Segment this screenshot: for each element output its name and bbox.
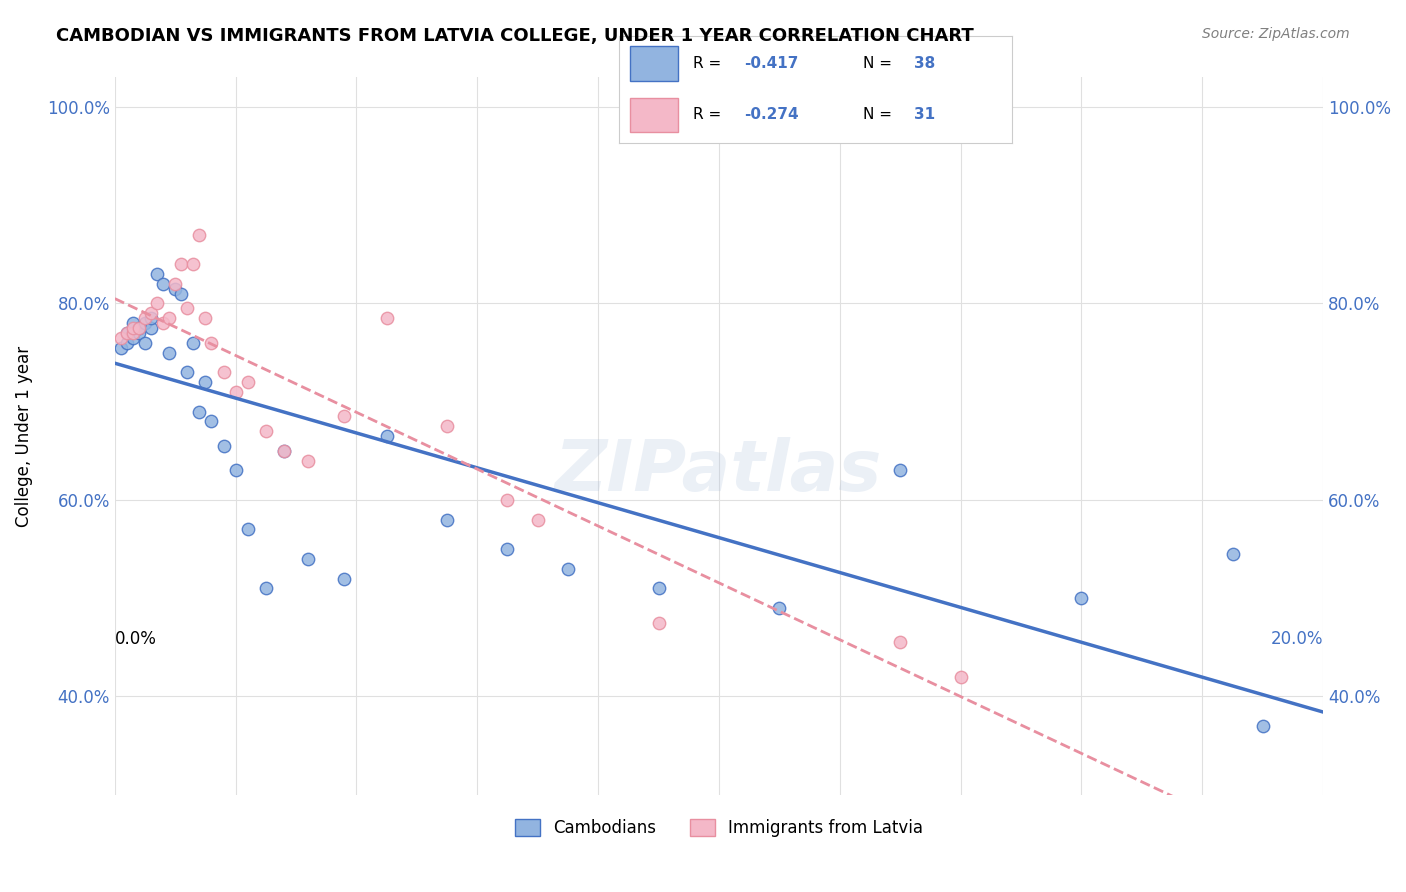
Point — [225, 384, 247, 399]
Point — [194, 375, 217, 389]
Point — [157, 311, 180, 326]
FancyBboxPatch shape — [630, 98, 678, 132]
Point — [110, 331, 132, 345]
Text: Source: ZipAtlas.com: Source: ZipAtlas.com — [1202, 27, 1350, 41]
Point — [496, 492, 519, 507]
Point — [115, 326, 138, 340]
FancyBboxPatch shape — [630, 46, 678, 80]
Point — [375, 311, 398, 326]
Point — [1251, 719, 1274, 733]
Text: 0.0%: 0.0% — [115, 630, 156, 648]
Point — [139, 321, 162, 335]
Text: 20.0%: 20.0% — [1271, 630, 1323, 648]
Text: -0.417: -0.417 — [745, 56, 799, 71]
Point — [647, 582, 669, 596]
Text: N =: N = — [863, 107, 897, 122]
Point — [436, 513, 458, 527]
Point — [128, 321, 150, 335]
Point — [949, 670, 972, 684]
Point — [165, 282, 187, 296]
Text: 31: 31 — [914, 107, 935, 122]
Point — [889, 635, 911, 649]
Point — [333, 409, 356, 424]
Point — [115, 326, 138, 340]
Point — [110, 341, 132, 355]
Point — [254, 582, 277, 596]
Text: R =: R = — [693, 107, 727, 122]
Legend: Cambodians, Immigrants from Latvia: Cambodians, Immigrants from Latvia — [509, 813, 929, 844]
Point — [139, 311, 162, 326]
Point — [375, 429, 398, 443]
Point — [212, 365, 235, 379]
Point — [297, 453, 319, 467]
Point — [557, 562, 579, 576]
Point — [273, 443, 295, 458]
Point — [273, 443, 295, 458]
Point — [236, 375, 259, 389]
Point — [134, 316, 156, 330]
Point — [236, 523, 259, 537]
Point — [181, 257, 204, 271]
Point — [152, 316, 174, 330]
Point — [165, 277, 187, 291]
Point — [176, 301, 198, 316]
Point — [176, 365, 198, 379]
Point — [254, 424, 277, 438]
Point — [134, 311, 156, 326]
Text: ZIPatlas: ZIPatlas — [555, 437, 883, 507]
Point — [157, 345, 180, 359]
Point — [170, 257, 193, 271]
Point — [188, 404, 211, 418]
Point — [496, 542, 519, 557]
Text: CAMBODIAN VS IMMIGRANTS FROM LATVIA COLLEGE, UNDER 1 YEAR CORRELATION CHART: CAMBODIAN VS IMMIGRANTS FROM LATVIA COLL… — [56, 27, 974, 45]
Point — [297, 552, 319, 566]
Point — [188, 227, 211, 242]
Point — [889, 463, 911, 477]
Point — [115, 335, 138, 350]
Point — [134, 335, 156, 350]
Text: N =: N = — [863, 56, 897, 71]
Point — [436, 419, 458, 434]
Point — [146, 267, 169, 281]
Text: R =: R = — [693, 56, 727, 71]
Point — [122, 326, 145, 340]
Point — [146, 296, 169, 310]
Point — [194, 311, 217, 326]
Point — [181, 335, 204, 350]
Point — [152, 277, 174, 291]
Point — [526, 513, 548, 527]
Point — [200, 335, 222, 350]
Point — [1222, 547, 1244, 561]
Point — [212, 439, 235, 453]
Point — [333, 572, 356, 586]
Point — [200, 414, 222, 428]
Text: 38: 38 — [914, 56, 935, 71]
Text: -0.274: -0.274 — [745, 107, 799, 122]
Point — [122, 331, 145, 345]
Y-axis label: College, Under 1 year: College, Under 1 year — [15, 345, 32, 526]
Point — [122, 316, 145, 330]
Point — [128, 326, 150, 340]
Point — [122, 321, 145, 335]
Point — [768, 601, 790, 615]
Point — [647, 615, 669, 630]
Point — [170, 286, 193, 301]
Point — [225, 463, 247, 477]
Point — [128, 321, 150, 335]
Point — [1070, 591, 1092, 606]
Point — [139, 306, 162, 320]
